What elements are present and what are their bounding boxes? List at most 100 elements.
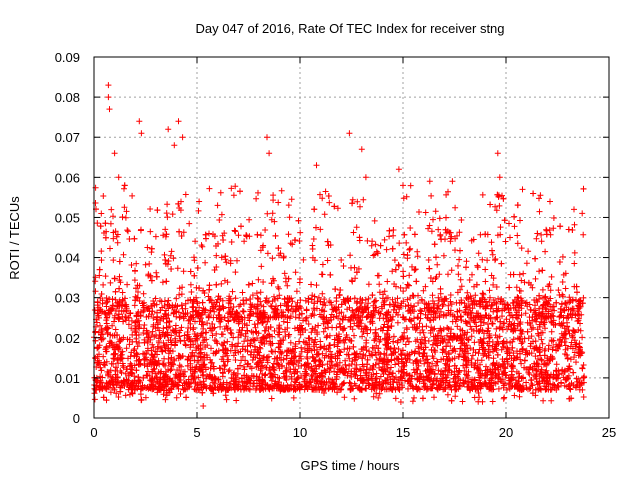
data-point — [238, 375, 245, 382]
data-point — [420, 395, 426, 402]
data-point — [422, 383, 429, 390]
data-point — [91, 396, 98, 403]
data-point — [534, 230, 541, 237]
data-point — [319, 290, 326, 297]
data-point — [381, 321, 388, 328]
data-point — [443, 312, 450, 319]
data-point — [189, 337, 196, 344]
data-point — [179, 284, 186, 291]
data-point — [167, 252, 174, 259]
data-point — [285, 347, 292, 354]
data-point — [203, 235, 209, 242]
data-point — [247, 351, 254, 358]
data-point — [288, 196, 295, 203]
data-point — [505, 307, 512, 313]
data-point — [305, 384, 312, 391]
data-point — [536, 268, 543, 275]
data-point — [443, 295, 450, 302]
data-point — [113, 233, 120, 240]
data-point — [400, 288, 407, 295]
data-point — [532, 386, 539, 393]
data-point — [409, 398, 416, 405]
data-point — [98, 291, 105, 297]
data-point — [234, 383, 241, 390]
data-point — [340, 380, 347, 387]
data-point — [331, 386, 338, 393]
data-point — [365, 380, 372, 387]
data-point — [131, 277, 138, 284]
data-point — [380, 380, 387, 387]
data-point — [439, 335, 446, 342]
data-point — [240, 297, 247, 304]
data-point — [362, 306, 369, 312]
data-point — [311, 347, 318, 354]
data-point — [271, 313, 278, 320]
data-point — [182, 342, 189, 349]
data-point — [196, 285, 203, 292]
data-point — [135, 361, 142, 368]
data-point — [389, 296, 396, 303]
data-point — [200, 287, 207, 294]
data-point — [194, 336, 201, 343]
data-point — [106, 296, 113, 303]
data-point — [432, 208, 439, 215]
data-point — [171, 357, 178, 364]
data-point — [267, 383, 274, 390]
data-point — [166, 376, 173, 383]
data-point — [341, 346, 348, 353]
data-point — [518, 360, 525, 367]
data-point — [285, 275, 292, 282]
data-point — [476, 297, 483, 304]
data-point — [404, 326, 410, 333]
data-point — [158, 368, 165, 375]
data-point — [407, 225, 414, 231]
data-point — [446, 382, 453, 389]
data-point — [532, 310, 538, 316]
data-point — [173, 373, 180, 379]
data-point — [135, 324, 142, 330]
data-point — [550, 303, 557, 310]
data-point — [116, 273, 123, 280]
data-point — [548, 273, 555, 280]
data-point — [336, 310, 343, 317]
data-point — [544, 300, 551, 307]
data-point — [571, 260, 578, 267]
data-point — [519, 339, 526, 345]
data-point — [421, 350, 428, 357]
data-point — [501, 217, 508, 224]
data-point — [456, 229, 463, 236]
data-point — [477, 231, 484, 238]
data-point — [484, 257, 491, 264]
data-point — [185, 297, 191, 304]
data-point — [321, 390, 327, 396]
data-point — [310, 236, 317, 242]
data-point — [255, 276, 262, 283]
data-point — [358, 299, 365, 306]
data-point — [373, 379, 380, 386]
data-point — [227, 347, 234, 354]
data-point — [157, 307, 164, 314]
data-point — [376, 281, 383, 288]
data-point — [454, 380, 460, 387]
data-point — [549, 346, 556, 353]
data-point — [460, 381, 467, 387]
data-point — [296, 315, 303, 321]
data-point — [283, 352, 290, 359]
data-point — [284, 314, 291, 321]
data-point — [269, 255, 276, 262]
data-point — [452, 348, 459, 355]
data-point — [361, 307, 368, 314]
data-point — [262, 297, 269, 304]
data-point — [483, 298, 489, 305]
data-point — [503, 386, 510, 393]
data-point — [370, 393, 377, 400]
data-point — [315, 294, 322, 301]
data-point — [239, 289, 246, 296]
data-point — [177, 338, 184, 345]
data-point — [480, 291, 487, 298]
data-point — [196, 350, 203, 357]
data-point — [164, 201, 171, 208]
data-point — [442, 367, 449, 374]
data-point — [555, 383, 562, 390]
data-point — [371, 299, 378, 305]
